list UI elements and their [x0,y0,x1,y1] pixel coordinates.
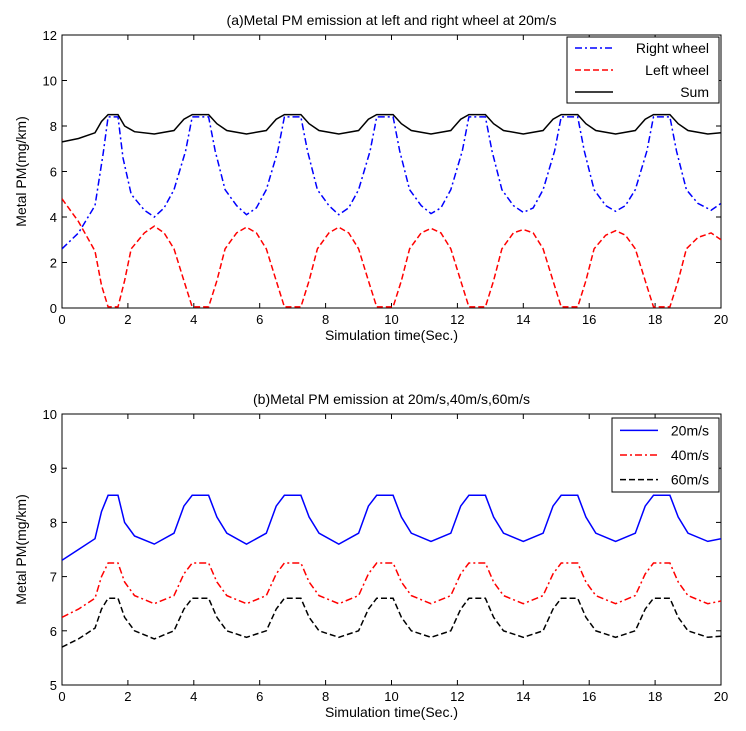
y-tick-label: 10 [43,407,57,422]
y-tick-label: 6 [50,165,57,180]
y-tick-label: 6 [50,624,57,639]
series-line-right-wheel [62,116,721,250]
legend-label: Right wheel [636,40,709,56]
x-axis-label: Simulation time(Sec.) [325,704,458,720]
y-tick-label: 8 [50,119,57,134]
legend: Right wheel Left wheel Sum [566,36,720,104]
plot-area [61,413,722,686]
x-tick-label: 14 [516,689,530,704]
legend-label: 60m/s [671,472,709,488]
x-tick-label: 10 [384,312,398,327]
y-tick-label: 9 [50,461,57,476]
chart-a: (a)Metal PM emission at left and right w… [13,12,728,343]
x-tick-label: 2 [124,689,131,704]
y-axis-label: Metal PM(mg/km) [13,494,29,604]
x-tick-label: 10 [384,689,398,704]
x-tick-label: 12 [450,312,464,327]
series-line-left-wheel [62,198,721,308]
chart-title: (a)Metal PM emission at left and right w… [227,12,557,28]
x-tick-label: 20 [714,689,728,704]
series-line-60m-s [62,597,721,648]
y-tick-label: 10 [43,74,57,89]
y-axis-label: Metal PM(mg/km) [13,116,29,226]
x-tick-label: 6 [256,689,263,704]
x-tick-label: 18 [648,689,662,704]
y-tick-label: 7 [50,570,57,585]
x-tick-label: 4 [190,312,197,327]
legend-label: Sum [680,84,709,100]
y-tick-label: 5 [50,678,57,693]
x-tick-label: 16 [582,312,596,327]
y-tick-label: 0 [50,301,57,316]
series-line-sum [62,113,721,143]
x-axis-label: Simulation time(Sec.) [325,327,458,343]
legend: 20m/s 40m/s 60m/s [611,417,720,493]
x-tick-label: 6 [256,312,263,327]
x-tick-label: 16 [582,689,596,704]
chart-b: (b)Metal PM emission at 20m/s,40m/s,60m/… [13,391,728,720]
legend-label: Left wheel [645,62,709,78]
x-tick-label: 8 [322,689,329,704]
x-tick-label: 2 [124,312,131,327]
legend-label: 40m/s [671,447,709,463]
y-tick-label: 12 [43,28,57,43]
x-tick-label: 18 [648,312,662,327]
y-tick-label: 4 [50,210,57,225]
chart-title: (b)Metal PM emission at 20m/s,40m/s,60m/… [253,391,530,407]
x-tick-label: 4 [190,689,197,704]
series-line-40m-s [62,562,721,618]
legend-label: 20m/s [671,422,709,438]
x-tick-label: 14 [516,312,530,327]
x-tick-label: 8 [322,312,329,327]
x-tick-label: 20 [714,312,728,327]
series-line-20m-s [62,494,721,561]
x-tick-label: 0 [58,312,65,327]
x-tick-label: 0 [58,689,65,704]
y-tick-label: 2 [50,256,57,271]
x-tick-label: 12 [450,689,464,704]
y-tick-label: 8 [50,515,57,530]
